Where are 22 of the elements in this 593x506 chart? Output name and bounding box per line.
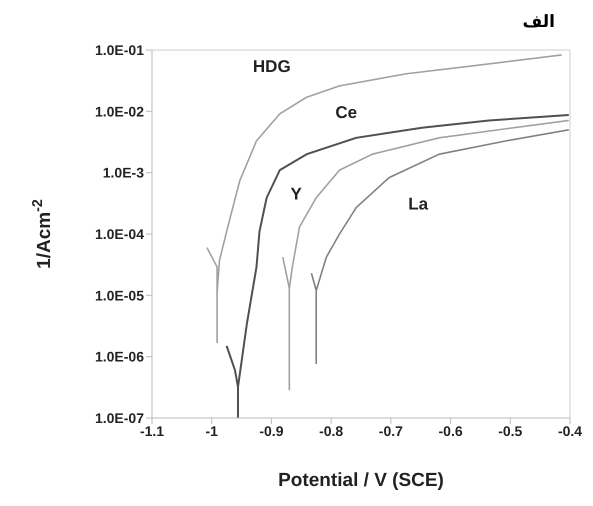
series-label: HDG: [252, 56, 291, 76]
x-tick-label: -0.7: [378, 422, 404, 439]
chart-title: الف: [522, 12, 555, 32]
y-tick-label: 1.0E-04: [94, 226, 144, 242]
y-tick-label: 1.0E-02: [94, 103, 144, 120]
x-tick-label: -0.5: [498, 422, 523, 439]
y-tick-label: 1.0E-06: [94, 348, 144, 365]
series-label: La: [408, 194, 429, 214]
series-label: Ce: [335, 102, 358, 122]
y-tick-label: 1.0E-05: [94, 287, 144, 304]
x-axis-title: Potential / V (SCE): [278, 470, 444, 491]
line-series: [282, 120, 570, 390]
line-series: [206, 54, 562, 344]
x-tick-label: -0.9: [259, 422, 284, 439]
x-tick-label: -1: [205, 422, 218, 439]
x-tick-label: -0.4: [558, 422, 582, 439]
y-tick-label: 1.0E-3: [102, 164, 144, 181]
x-tick-label: -0.8: [319, 422, 344, 439]
series-label: Y: [290, 184, 303, 204]
line-series: [310, 128, 570, 364]
y-tick-label: 1.0E-01: [94, 42, 144, 58]
x-tick-label: -0.6: [438, 422, 463, 439]
